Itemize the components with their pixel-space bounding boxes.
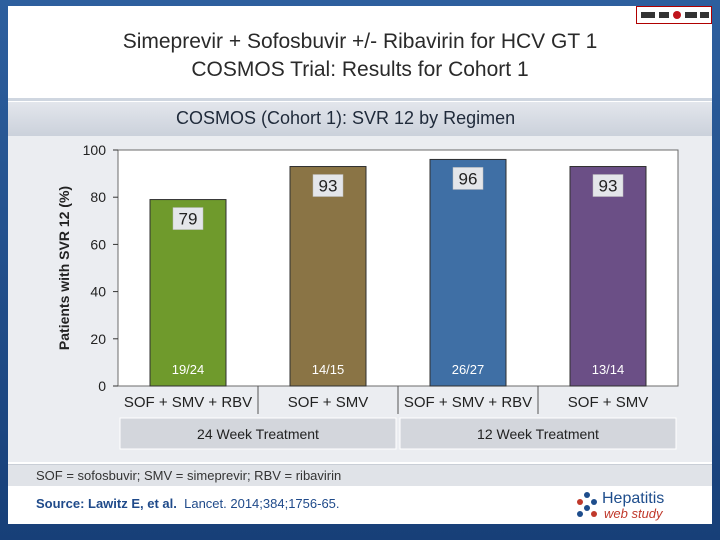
logo-subtitle: web study: [604, 506, 663, 521]
corner-logo: [636, 6, 712, 24]
chart-panel: 0 20 40 60 80 100 Patients with SVR 12 (%) 79 19…: [8, 136, 712, 462]
value-label-box: [172, 207, 204, 230]
count-label: 19/24: [172, 362, 205, 377]
value-label: 96: [459, 169, 478, 188]
category-label: SOF + SMV: [288, 394, 368, 411]
title-area: Simeprevir + Sofosbuvir +/- Ribavirin fo…: [8, 6, 712, 101]
category-label: SOF + SMV + RBV: [124, 394, 252, 411]
category-label: SOF + SMV + RBV: [404, 394, 532, 411]
group-label: 24 Week Treatment: [197, 426, 319, 442]
source-reference: Lancet. 2014;384;1756-65.: [184, 496, 340, 511]
bar: [429, 158, 507, 387]
bar: [289, 166, 367, 387]
count-label: 26/27: [452, 362, 485, 377]
abbreviation-footnote: SOF = sofosbuvir; SMV = simeprevir; RBV …: [36, 468, 342, 483]
y-tick-label: 80: [90, 189, 106, 205]
source-label: Source: Lawitz E, et al.: [36, 496, 177, 511]
value-label-box: [452, 167, 484, 190]
logo-dots-icon: [577, 492, 597, 517]
hepatitis-web-study-logo: Hepatitis web study: [574, 488, 674, 522]
group-box: [119, 417, 397, 450]
corner-logo-mark-icon: [641, 11, 709, 19]
value-label: 93: [599, 177, 618, 196]
slide: Simeprevir + Sofosbuvir +/- Ribavirin fo…: [8, 6, 712, 524]
value-label-box: [592, 174, 624, 197]
svr-bar-chart: 0 20 40 60 80 100 Patients with SVR 12 (%) 79 19…: [56, 142, 679, 450]
count-label: 14/15: [312, 362, 345, 377]
group-box: [399, 417, 677, 450]
chart-title: COSMOS (Cohort 1): SVR 12 by Regimen: [176, 108, 516, 128]
value-label: 79: [179, 210, 198, 229]
footnote-bar: SOF = sofosbuvir; SMV = simeprevir; RBV …: [8, 464, 712, 487]
category-label: SOF + SMV: [568, 394, 648, 411]
value-label: 93: [319, 177, 338, 196]
source-citation: Source: Lawitz E, et al. Lancet. 2014;38…: [36, 496, 340, 511]
bar: [149, 199, 227, 387]
y-tick-label: 20: [90, 331, 106, 347]
y-tick-label: 0: [98, 378, 106, 394]
chart-banner: COSMOS (Cohort 1): SVR 12 by Regimen: [8, 102, 712, 136]
y-tick-label: 60: [90, 236, 106, 252]
bar: [569, 166, 647, 387]
value-label-box: [312, 174, 344, 197]
count-label: 13/14: [592, 362, 625, 377]
y-axis-label: Patients with SVR 12 (%): [56, 186, 72, 350]
y-tick-label: 100: [83, 142, 107, 158]
slide-title-line-2: COSMOS Trial: Results for Cohort 1: [191, 58, 529, 81]
source-bar: Source: Lawitz E, et al. Lancet. 2014;38…: [8, 486, 712, 524]
y-tick-label: 40: [90, 284, 106, 300]
logo-name: Hepatitis: [602, 490, 665, 507]
slide-title-line-1: Simeprevir + Sofosbuvir +/- Ribavirin fo…: [122, 30, 598, 53]
group-label: 12 Week Treatment: [477, 426, 599, 442]
